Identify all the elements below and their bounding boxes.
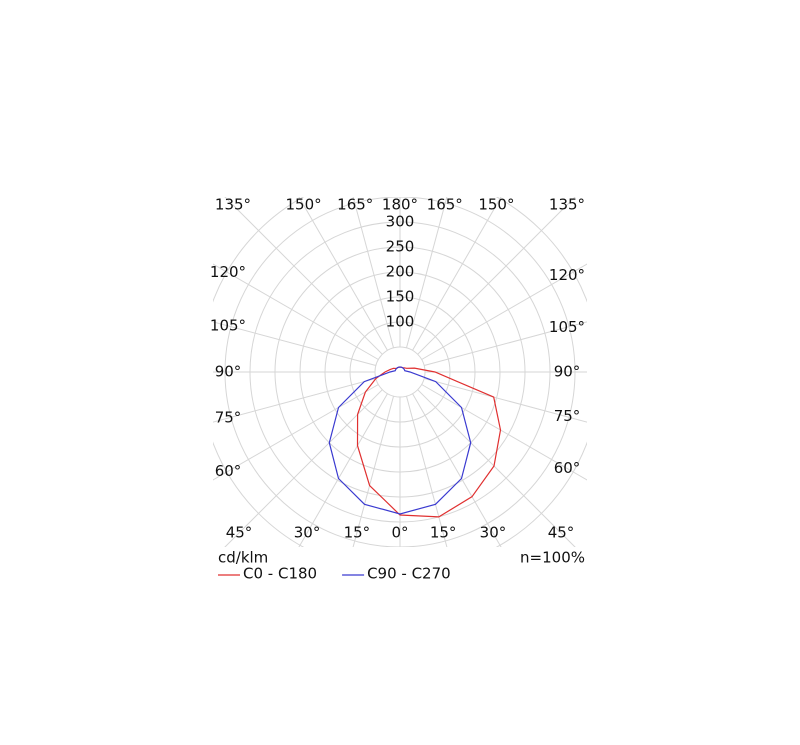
angle-tick-label: 45°: [226, 524, 253, 542]
angle-tick-label: 150°: [286, 196, 322, 214]
grid-spoke: [213, 321, 376, 367]
grid-spoke: [213, 384, 379, 481]
legend-label: C0 - C180: [243, 565, 317, 583]
angle-tick-label: 135°: [215, 196, 251, 214]
grid-spoke: [417, 197, 576, 355]
grid-spoke: [213, 377, 376, 423]
efficiency-label: n=100%: [520, 549, 585, 567]
grid-spoke: [424, 321, 587, 367]
angle-tick-label: 75°: [215, 409, 242, 427]
legend-label: C90 - C270: [367, 565, 451, 583]
angle-tick-label: 165°: [427, 196, 463, 214]
unit-label: cd/klm: [218, 549, 268, 567]
series-curve: [328, 366, 472, 515]
angle-tick-label: 75°: [554, 407, 581, 425]
angle-tick-label: 120°: [549, 266, 585, 284]
grid-spoke: [224, 197, 383, 355]
angle-tick-label: 180°: [382, 196, 418, 214]
grid-spoke: [352, 197, 395, 348]
grid-spoke: [298, 393, 388, 547]
grid-spoke: [421, 384, 587, 481]
grid-spoke: [424, 377, 587, 423]
angle-tick-label: 15°: [430, 524, 457, 542]
r-tick-label: 250: [386, 238, 415, 256]
grid-spoke: [417, 389, 576, 547]
grid-spoke: [213, 263, 379, 360]
angle-tick-label: 15°: [344, 524, 371, 542]
series-curve: [356, 366, 502, 518]
angle-tick-label: 90°: [554, 363, 581, 381]
grid-spoke: [224, 389, 383, 547]
angle-tick-label: 60°: [215, 462, 242, 480]
angle-tick-label: 120°: [210, 263, 246, 281]
angle-tick-label: 45°: [548, 524, 575, 542]
plot-area: [328, 366, 502, 518]
grid-ring: [374, 346, 426, 398]
angle-tick-label: 105°: [210, 316, 246, 334]
angle-tick-label: 165°: [337, 196, 373, 214]
angle-tick-label: 0°: [391, 524, 408, 542]
grid-spoke: [298, 197, 388, 351]
grid-spoke: [412, 197, 502, 351]
grid-spoke: [421, 263, 587, 360]
grid-spoke: [352, 396, 395, 547]
r-tick-label: 150: [386, 288, 415, 306]
angle-tick-label: 150°: [478, 196, 514, 214]
grid-spoke: [412, 393, 502, 547]
angle-tick-label: 60°: [554, 459, 581, 477]
angle-tick-label: 90°: [215, 363, 242, 381]
r-tick-label: 300: [386, 213, 415, 231]
angle-tick-label: 105°: [549, 318, 585, 336]
grid-spoke: [405, 396, 448, 547]
angle-tick-label: 135°: [549, 196, 585, 214]
r-tick-label: 100: [386, 313, 415, 331]
angle-tick-label: 30°: [480, 524, 507, 542]
r-tick-label: 200: [386, 263, 415, 281]
grid-spoke: [405, 197, 448, 348]
angle-tick-label: 30°: [294, 524, 321, 542]
